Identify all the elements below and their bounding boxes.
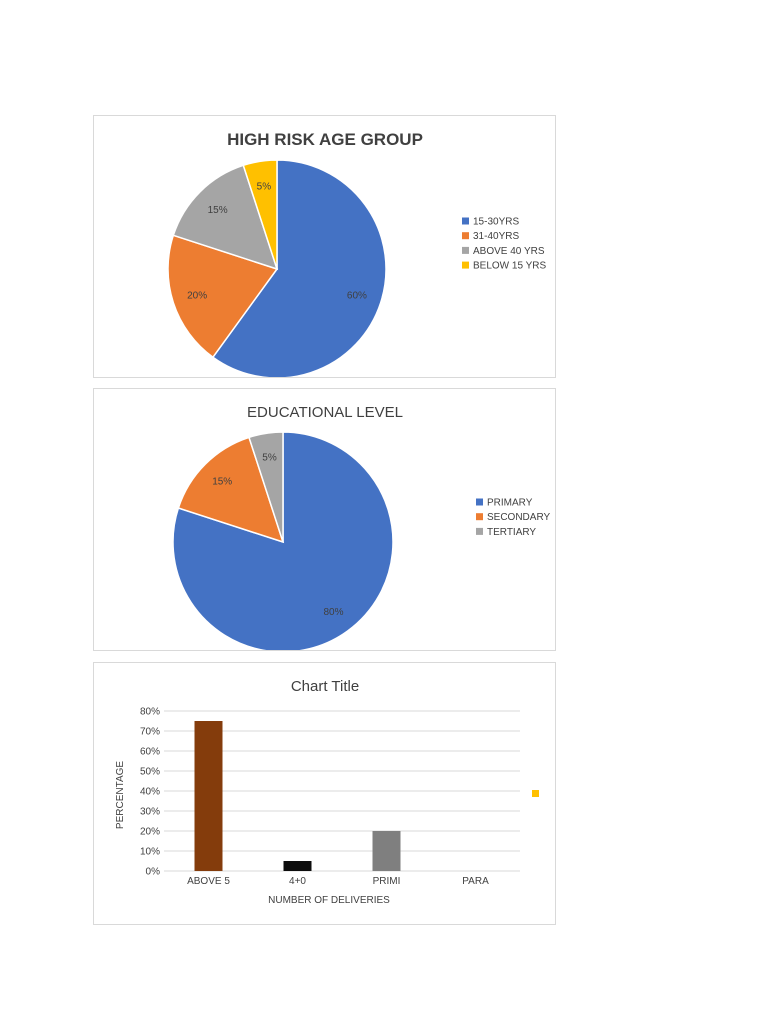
age-group-chart: HIGH RISK AGE GROUP 60% 20% 15% 5% 15-30YRS… — [93, 115, 556, 378]
pie-slice-primary — [172, 431, 394, 650]
y-tick-label: 20% — [140, 827, 160, 838]
legend-label-15-30yrs: 15-30YRS — [473, 217, 519, 228]
legend-label-31-40yrs: 31-40YRS — [473, 231, 519, 242]
data-label-15-30yrs: 60% — [347, 291, 367, 302]
legend-swatch-below-15-yrs — [462, 261, 469, 269]
data-label-secondary: 15% — [212, 477, 232, 488]
bar-above-5 — [194, 721, 223, 871]
bars — [194, 721, 401, 871]
bar-primi — [372, 831, 401, 871]
gridlines — [164, 710, 520, 872]
x-tick-label: ABOVE 5 — [187, 876, 230, 887]
legend-swatch-secondary — [476, 513, 483, 521]
data-label-above-40-yrs: 15% — [208, 205, 228, 216]
y-tick-label: 50% — [140, 767, 160, 778]
pie-slices: 80% 15% 5% — [172, 431, 394, 650]
bar-4-0 — [283, 861, 312, 871]
chart-legend — [532, 790, 539, 797]
legend-swatch-15-30yrs — [462, 217, 469, 225]
deliveries-bar-chart: Chart Title ABOVE 5 4+0 PRIMI PARA 0% 10% 20%… — [93, 662, 556, 925]
chart-title: HIGH RISK AGE GROUP — [227, 130, 423, 149]
y-tick-label: 30% — [140, 807, 160, 818]
y-tick-label: 60% — [140, 747, 160, 758]
y-tick-label: 40% — [140, 787, 160, 798]
data-label-tertiary: 5% — [262, 453, 277, 464]
pie-slice-below-15-yrs — [242, 159, 278, 270]
y-tick-label: 10% — [140, 847, 160, 858]
chart-legend: PRIMARY SECONDARY TERTIARY — [476, 498, 550, 538]
legend-swatch-primary — [476, 498, 483, 506]
legend-label-secondary: SECONDARY — [487, 512, 550, 523]
y-tick-label: 0% — [146, 867, 161, 878]
educational-level-chart: EDUCATIONAL LEVEL 80% 15% 5% PRIMARY SECOND… — [93, 388, 556, 651]
legend-label-above-40-yrs: ABOVE 40 YRS — [473, 246, 545, 257]
chart-title: Chart Title — [291, 678, 359, 695]
legend-swatch-above-40-yrs — [462, 246, 469, 254]
legend-label-tertiary: TERTIARY — [487, 527, 536, 538]
y-axis-ticks: 0% 10% 20% 30% 40% 50% 60% 70% 80% — [140, 707, 160, 878]
legend-label-below-15-yrs: BELOW 15 YRS — [473, 261, 547, 272]
pie-slice-tertiary — [248, 431, 284, 543]
y-tick-label: 80% — [140, 707, 160, 718]
educational-level-chart-svg: EDUCATIONAL LEVEL 80% 15% 5% PRIMARY SECOND… — [172, 404, 550, 650]
y-axis-title: PERCENTAGE — [115, 761, 126, 829]
x-axis-title: NUMBER OF DELIVERIES — [268, 895, 390, 906]
legend-swatch-tertiary — [476, 527, 483, 535]
legend-swatch-31-40yrs — [462, 232, 469, 240]
x-tick-label: 4+0 — [289, 876, 306, 887]
age-group-chart-svg: HIGH RISK AGE GROUP 60% 20% 15% 5% 15-30YRS… — [167, 130, 547, 377]
x-axis-ticks: ABOVE 5 4+0 PRIMI PARA — [187, 876, 489, 887]
deliveries-bar-chart-svg: Chart Title ABOVE 5 4+0 PRIMI PARA 0% 10% 20%… — [115, 678, 539, 906]
data-label-31-40yrs: 20% — [187, 291, 207, 302]
pie-slice-15-30yrs — [211, 159, 387, 377]
data-label-primary: 80% — [323, 607, 343, 618]
y-tick-label: 70% — [140, 727, 160, 738]
chart-legend: 15-30YRS 31-40YRS ABOVE 40 YRS BELOW 15 YRS — [462, 217, 547, 272]
pie-slice-31-40yrs — [167, 234, 279, 359]
data-label-below-15-yrs: 5% — [257, 182, 272, 193]
chart-title: EDUCATIONAL LEVEL — [247, 404, 403, 421]
legend-label-primary: PRIMARY — [487, 498, 533, 509]
legend-swatch — [532, 790, 539, 797]
pie-slices: 60% 20% 15% 5% — [167, 159, 387, 377]
x-tick-label: PARA — [462, 876, 489, 887]
x-tick-label: PRIMI — [373, 876, 401, 887]
